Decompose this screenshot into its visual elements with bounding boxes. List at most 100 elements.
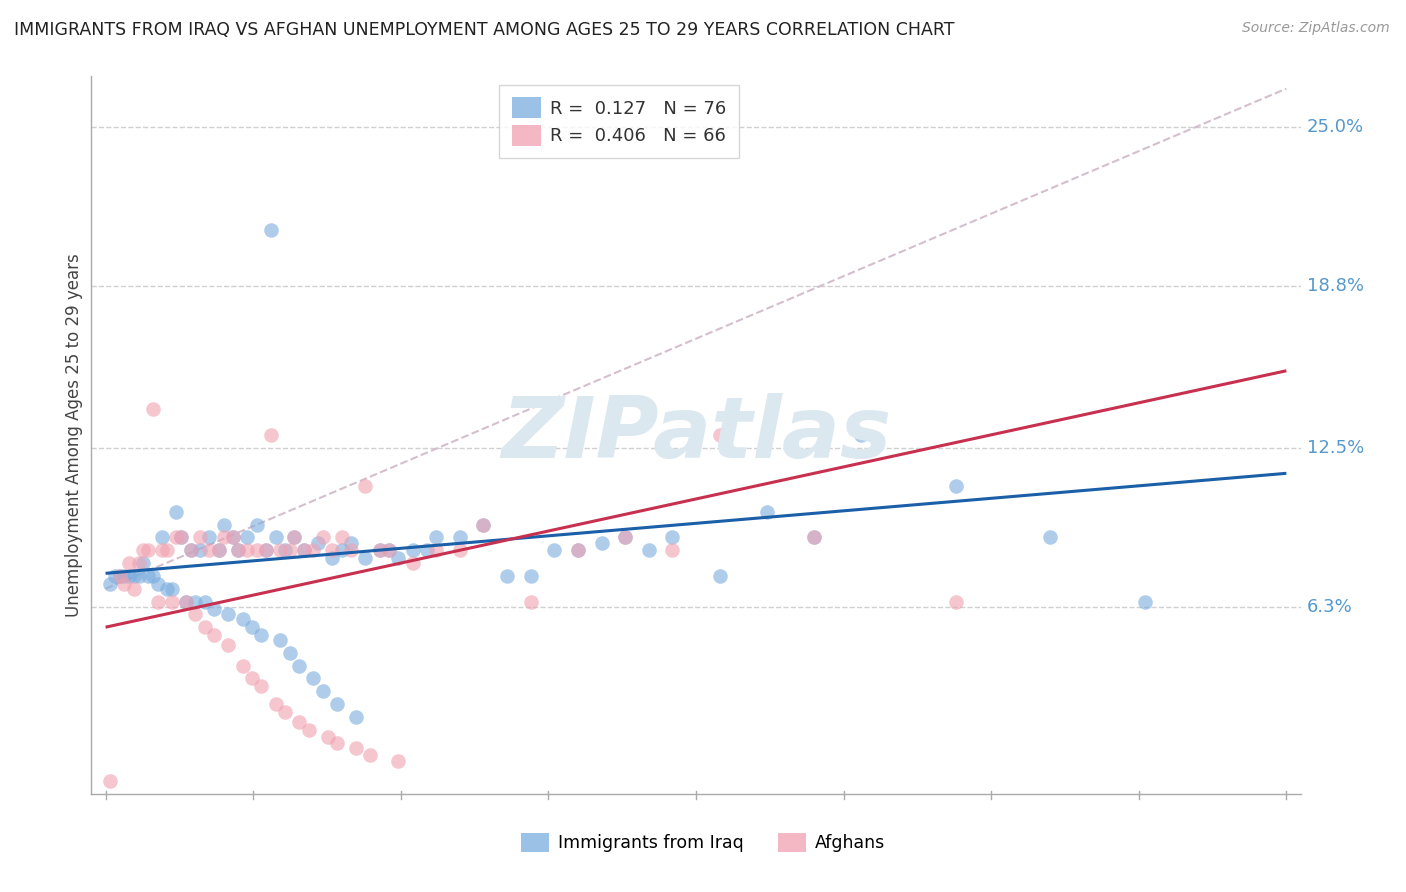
Point [202,602,225,616]
Point [108,569,131,583]
Text: ZIPatlas: ZIPatlas [501,393,891,476]
Point [165,530,187,544]
Point [146,594,169,608]
Point [122,582,145,596]
Point [132,556,155,570]
Point [260,428,283,442]
Point [217,638,239,652]
Point [194,594,217,608]
Point [208,543,231,558]
Point [165,505,187,519]
Point [368,543,391,558]
Point [114,576,136,591]
Point [240,620,263,634]
Point [387,551,409,566]
Point [344,740,367,755]
Point [198,530,221,544]
Point [803,530,825,544]
Point [945,594,967,608]
Point [212,517,235,532]
Point [803,530,825,544]
Point [226,543,249,558]
Point [292,543,315,558]
Point [202,628,225,642]
Point [321,551,343,566]
Point [269,543,291,558]
Point [254,543,277,558]
Point [264,697,287,711]
Point [661,543,683,558]
Point [425,530,447,544]
Point [326,697,349,711]
Point [246,517,269,532]
Point [340,535,363,549]
Point [567,543,589,558]
Point [222,530,245,544]
Legend: R =  0.127   N = 76, R =  0.406   N = 66: R = 0.127 N = 76, R = 0.406 N = 66 [499,85,740,158]
Text: 6.3%: 6.3% [1306,598,1353,615]
Point [274,705,297,719]
Point [709,428,731,442]
Y-axis label: Unemployment Among Ages 25 to 29 years: Unemployment Among Ages 25 to 29 years [65,253,83,616]
Point [637,543,659,558]
Point [425,543,447,558]
Point [354,551,377,566]
Point [519,569,541,583]
Point [240,672,263,686]
Point [292,543,315,558]
Legend: Immigrants from Iraq, Afghans: Immigrants from Iraq, Afghans [513,824,893,861]
Point [146,576,169,591]
Point [136,543,159,558]
Point [330,530,353,544]
Point [401,556,423,570]
Point [98,576,121,591]
Point [312,530,335,544]
Point [260,223,283,237]
Point [519,594,541,608]
Point [156,543,179,558]
Point [288,715,311,730]
Point [250,628,273,642]
Point [449,543,471,558]
Point [180,543,202,558]
Point [174,594,197,608]
Point [755,505,778,519]
Point [264,530,287,544]
Point [378,543,401,558]
Point [170,530,193,544]
Point [274,543,297,558]
Point [368,543,391,558]
Point [236,543,259,558]
Point [591,535,613,549]
Point [160,594,183,608]
Point [614,530,637,544]
Point [288,658,311,673]
Point [142,569,165,583]
Point [340,543,363,558]
Point [278,646,301,660]
Point [128,569,150,583]
Point [387,754,409,768]
Point [108,569,131,583]
Point [344,710,367,724]
Point [851,428,873,442]
Text: 25.0%: 25.0% [1306,118,1364,136]
Point [321,543,343,558]
Point [118,569,141,583]
Point [316,731,339,745]
Point [170,530,193,544]
Point [326,735,349,749]
Point [118,556,141,570]
Point [330,543,353,558]
Point [269,633,291,648]
Point [212,530,235,544]
Point [661,530,683,544]
Text: Source: ZipAtlas.com: Source: ZipAtlas.com [1241,21,1389,35]
Point [416,543,439,558]
Point [208,543,231,558]
Point [302,672,325,686]
Point [122,569,145,583]
Point [449,530,471,544]
Point [378,543,401,558]
Point [307,535,329,549]
